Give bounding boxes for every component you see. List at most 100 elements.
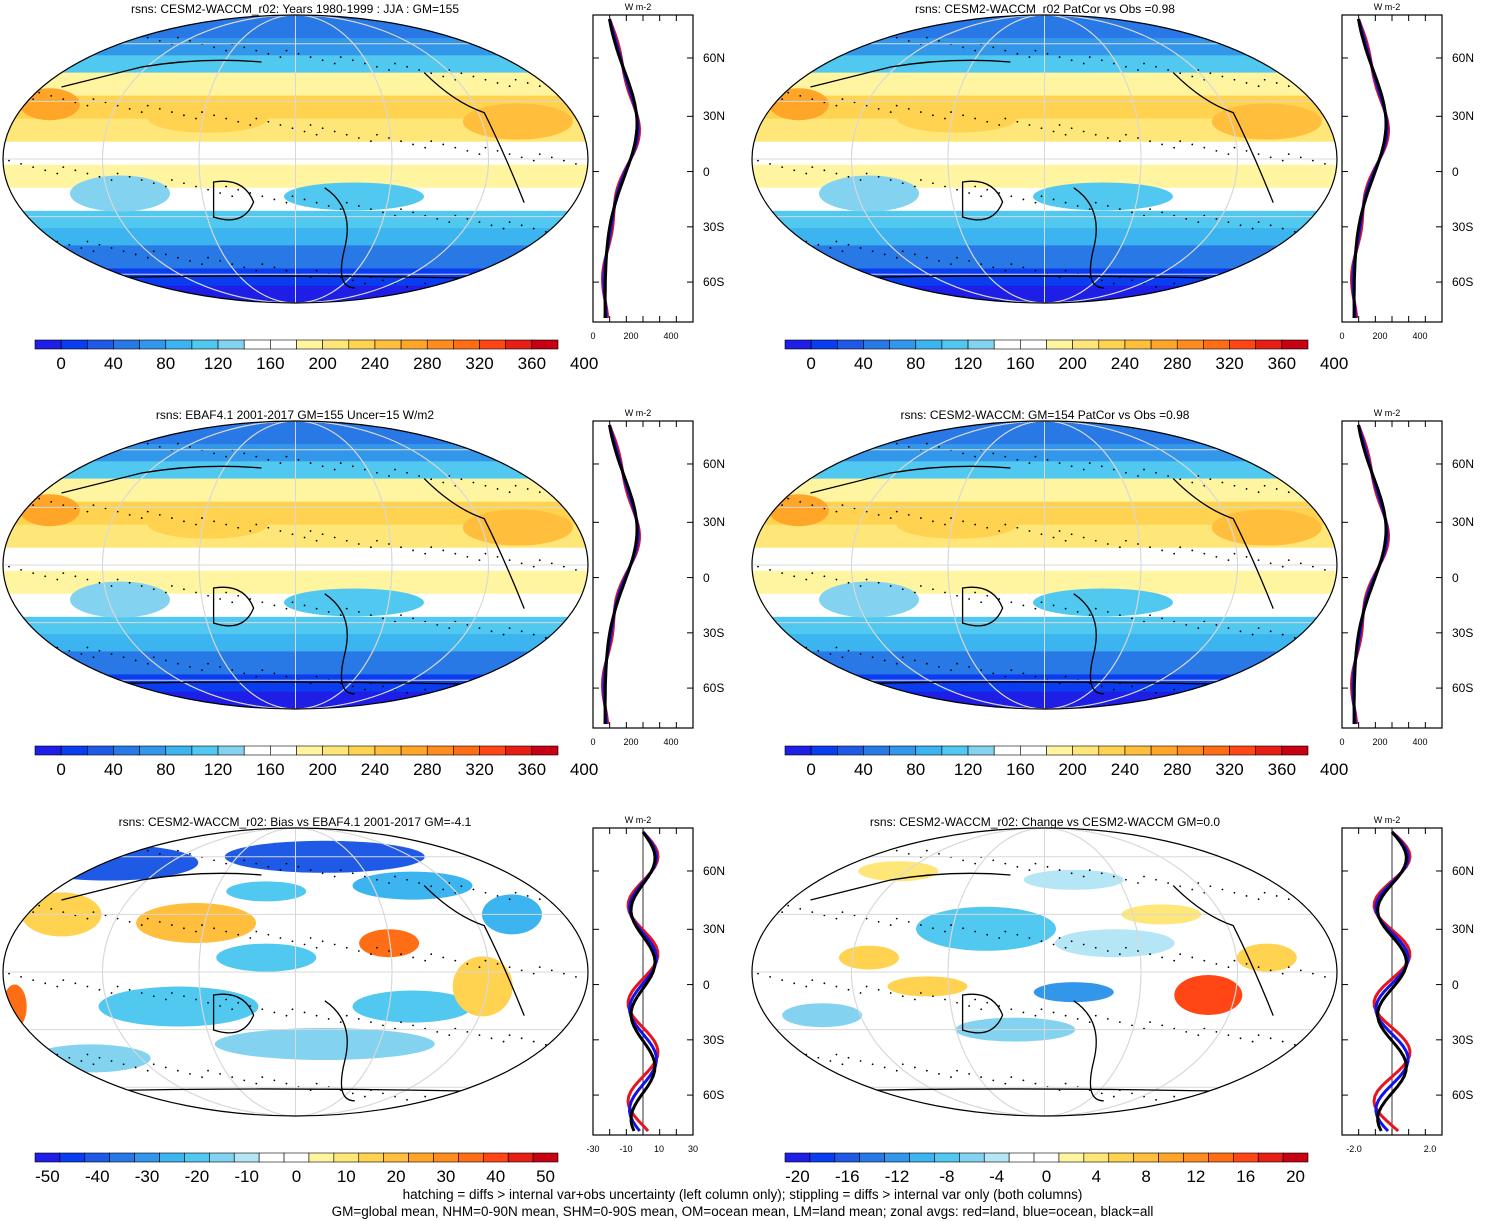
colorbar-tick-label: 200	[308, 354, 337, 373]
colorbar	[784, 1152, 1309, 1163]
zonal-unit-label: W m-2	[624, 2, 652, 12]
colorbar-tick-label: 0	[1041, 1167, 1052, 1186]
colorbar-tick-label: 360	[517, 760, 547, 779]
zonal-lat-label: 0	[703, 977, 710, 992]
colorbar-tick-label: 400	[569, 354, 599, 373]
colorbar-tick-label: 12	[1186, 1167, 1206, 1186]
colorbar-tick-label: -30	[134, 1167, 160, 1186]
colorbar-tick-label: 160	[256, 760, 285, 779]
colorbar-tick-label: 50	[536, 1167, 556, 1186]
zonal-lat-label: 60N	[1452, 50, 1475, 65]
map-field	[752, 15, 1337, 303]
colorbar-tick-label: 0	[291, 1167, 302, 1186]
colorbar-tick-label: 360	[1267, 760, 1297, 779]
zonal-x-tick-label: -30	[586, 1144, 600, 1154]
colorbar-tick-label: 160	[1006, 354, 1035, 373]
zonal-x-tick-label: 10	[653, 1144, 665, 1154]
zonal-lat-label: 60S	[1452, 275, 1474, 290]
colorbar-tick-label: 120	[203, 760, 233, 779]
zonal-unit-label: W m-2	[1373, 2, 1401, 12]
colorbar-tick-label: -16	[834, 1167, 860, 1186]
zonal-lat-label: 30S	[703, 625, 725, 640]
zonal-lat-label: 30S	[1452, 625, 1474, 640]
panel-title: rsns: CESM2-WACCM: GM=154 PatCor vs Obs …	[900, 408, 1190, 422]
colorbar-tick-label: 20	[1286, 1167, 1306, 1186]
zonal-lat-label: 0	[1452, 164, 1459, 179]
zonal-mean-plot	[1341, 14, 1443, 323]
zonal-lat-label: 0	[703, 570, 710, 585]
zonal-mean-plot	[592, 827, 694, 1136]
zonal-lat-label: 30S	[1452, 1032, 1474, 1047]
map-field	[3, 15, 588, 303]
panel-title: rsns: EBAF4.1 2001-2017 GM=155 Uncer=15 …	[155, 408, 435, 422]
zonal-lat-label: 60S	[703, 275, 725, 290]
colorbar-tick-label: 16	[1236, 1167, 1256, 1186]
colorbar-tick-label: 40	[486, 1167, 506, 1186]
colorbar-tick-label: 200	[1058, 354, 1087, 373]
zonal-x-tick-label: 200	[623, 331, 639, 341]
colorbar-tick-label: 0	[806, 760, 816, 779]
colorbar-tick-label: 320	[465, 760, 494, 779]
map-field	[3, 421, 588, 709]
colorbar-tick-label: 120	[203, 354, 233, 373]
zonal-lat-label: 0	[703, 164, 710, 179]
zonal-x-tick-label: 0	[590, 331, 596, 341]
zonal-lat-label: 30S	[703, 219, 725, 234]
zonal-lat-label: 30N	[703, 922, 726, 937]
colorbar-tick-label: 0	[56, 354, 66, 373]
zonal-x-tick-label: 0	[590, 737, 596, 747]
colorbar-tick-label: 200	[308, 760, 337, 779]
colorbar-tick-label: 40	[103, 760, 123, 779]
panel-title: rsns: CESM2-WACCM_r02: Bias vs EBAF4.1 2…	[118, 815, 472, 829]
zonal-lat-label: 0	[1452, 570, 1459, 585]
colorbar-tick-label: 40	[103, 354, 123, 373]
zonal-lat-label: 30N	[703, 109, 726, 124]
colorbar	[34, 339, 559, 350]
colorbar-tick-label: -8	[939, 1167, 955, 1186]
zonal-unit-label: W m-2	[1373, 408, 1401, 418]
colorbar-tick-label: 360	[517, 354, 547, 373]
zonal-x-tick-label: 200	[1372, 331, 1388, 341]
zonal-x-tick-label: 2.0	[1423, 1144, 1437, 1154]
zonal-x-tick-label: -10	[619, 1144, 633, 1154]
colorbar-tick-label: 320	[465, 354, 494, 373]
colorbar-tick-label: 200	[1058, 760, 1087, 779]
colorbar-tick-label: 240	[1110, 760, 1140, 779]
colorbar-tick-label: 240	[360, 354, 390, 373]
zonal-lat-label: 30S	[703, 1032, 725, 1047]
colorbar-tick-label: 40	[853, 760, 873, 779]
colorbar-tick-label: 10	[336, 1167, 356, 1186]
zonal-mean-plot	[1341, 420, 1443, 729]
zonal-lat-label: 30S	[1452, 219, 1474, 234]
colorbar-tick-label: -20	[184, 1167, 210, 1186]
zonal-x-tick-label: 400	[1412, 331, 1428, 341]
zonal-lat-label: 60S	[703, 1088, 725, 1103]
colorbar-tick-label: 120	[953, 760, 983, 779]
zonal-lat-label: 60S	[703, 681, 725, 696]
colorbar-tick-label: -12	[884, 1167, 910, 1186]
colorbar-tick-label: -10	[234, 1167, 259, 1186]
colorbar-tick-label: 80	[906, 760, 926, 779]
colorbar-tick-label: 360	[1267, 354, 1297, 373]
zonal-lat-label: 60N	[703, 456, 726, 471]
colorbar-tick-label: 280	[413, 760, 442, 779]
zonal-mean-plot	[1341, 827, 1443, 1136]
zonal-lat-label: 60N	[703, 50, 726, 65]
panel-title: rsns: CESM2-WACCM_r02: Change vs CESM2-W…	[869, 815, 1221, 829]
colorbar-tick-label: 280	[1163, 760, 1192, 779]
zonal-lat-label: 60N	[1452, 863, 1475, 878]
colorbar	[784, 339, 1309, 350]
colorbar-tick-label: 400	[1319, 354, 1349, 373]
zonal-lat-label: 30N	[703, 515, 726, 530]
colorbar-tick-label: 8	[1141, 1167, 1151, 1186]
map-field	[752, 828, 1337, 1116]
zonal-x-tick-label: 400	[1412, 737, 1428, 747]
zonal-x-tick-label: 400	[663, 737, 679, 747]
zonal-lat-label: 60S	[1452, 1088, 1474, 1103]
colorbar	[784, 745, 1309, 756]
colorbar-tick-label: 240	[360, 760, 390, 779]
zonal-mean-plot	[592, 420, 694, 729]
zonal-lat-label: 30N	[1452, 109, 1475, 124]
zonal-lat-label: 30N	[1452, 515, 1475, 530]
